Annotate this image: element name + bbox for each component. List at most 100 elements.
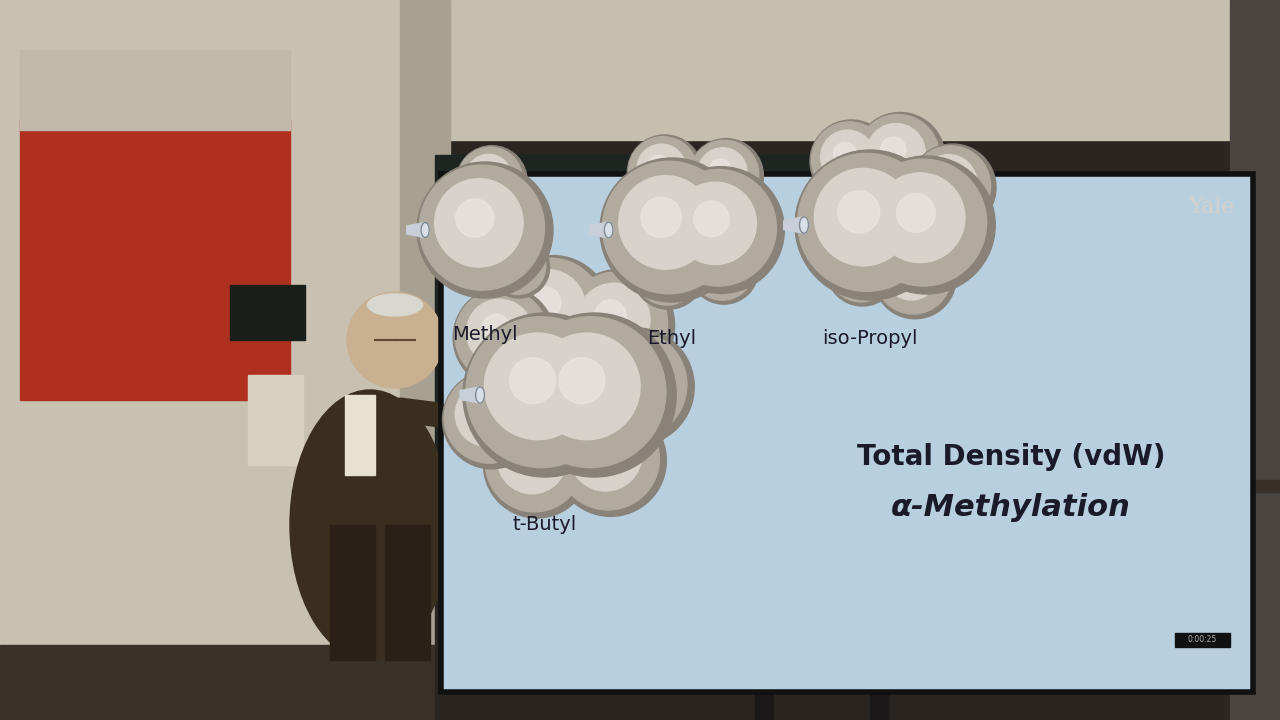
Bar — [330, 525, 375, 660]
Circle shape — [689, 138, 763, 213]
Circle shape — [559, 358, 605, 404]
Circle shape — [641, 246, 689, 293]
Bar — [399, 0, 451, 720]
Text: Methyl: Methyl — [452, 325, 518, 344]
Circle shape — [860, 159, 987, 286]
Bar — [0, 0, 1280, 140]
Circle shape — [471, 397, 498, 425]
Circle shape — [591, 342, 668, 419]
Circle shape — [489, 238, 545, 294]
Circle shape — [627, 135, 703, 210]
Circle shape — [699, 148, 748, 197]
Circle shape — [463, 313, 627, 477]
Circle shape — [420, 165, 544, 290]
Bar — [435, 155, 850, 485]
Text: Ethyl: Ethyl — [648, 328, 696, 348]
Circle shape — [837, 191, 879, 233]
Circle shape — [454, 289, 549, 382]
Circle shape — [810, 120, 892, 202]
Circle shape — [920, 155, 977, 211]
Circle shape — [797, 153, 936, 292]
Bar — [346, 395, 375, 475]
Bar — [0, 0, 430, 720]
Bar — [660, 602, 881, 662]
Circle shape — [881, 137, 906, 162]
Circle shape — [489, 237, 549, 298]
Circle shape — [483, 315, 511, 343]
Circle shape — [485, 414, 584, 512]
Circle shape — [649, 156, 669, 176]
Text: Total Density (vdW): Total Density (vdW) — [856, 444, 1166, 471]
Circle shape — [466, 154, 512, 200]
Circle shape — [529, 287, 561, 319]
Circle shape — [897, 258, 920, 282]
Circle shape — [855, 112, 945, 202]
Ellipse shape — [421, 222, 429, 238]
Circle shape — [634, 239, 700, 305]
Circle shape — [896, 194, 936, 233]
Circle shape — [484, 333, 591, 440]
Text: 0:00:25: 0:00:25 — [1188, 636, 1216, 644]
Circle shape — [856, 114, 940, 197]
Circle shape — [637, 144, 686, 193]
Circle shape — [641, 197, 681, 238]
Circle shape — [563, 269, 675, 381]
Ellipse shape — [800, 217, 809, 233]
Bar — [385, 525, 430, 660]
Text: t-Butyl: t-Butyl — [513, 516, 577, 534]
Circle shape — [595, 300, 626, 331]
Ellipse shape — [604, 222, 613, 238]
Circle shape — [820, 130, 874, 184]
Circle shape — [586, 435, 618, 467]
Circle shape — [466, 317, 617, 467]
Circle shape — [456, 382, 520, 446]
Circle shape — [577, 283, 650, 356]
Bar — [442, 174, 1253, 692]
Bar — [20, 120, 291, 400]
Circle shape — [847, 253, 867, 274]
Bar — [442, 174, 1253, 692]
Polygon shape — [783, 217, 804, 233]
Bar — [0, 645, 1280, 720]
Circle shape — [609, 360, 643, 393]
Circle shape — [495, 256, 611, 370]
Circle shape — [812, 122, 887, 198]
Bar — [20, 50, 291, 130]
Text: iso-Propyl: iso-Propyl — [822, 328, 918, 348]
Polygon shape — [460, 387, 480, 403]
Circle shape — [603, 161, 735, 294]
Circle shape — [564, 272, 668, 374]
Bar — [755, 645, 773, 720]
Circle shape — [694, 201, 730, 237]
Circle shape — [814, 168, 911, 266]
Circle shape — [458, 148, 522, 212]
Circle shape — [554, 405, 667, 516]
Circle shape — [435, 179, 524, 267]
Circle shape — [827, 234, 899, 306]
Circle shape — [874, 236, 956, 319]
Ellipse shape — [291, 390, 451, 660]
Circle shape — [828, 235, 893, 302]
Circle shape — [909, 144, 996, 231]
Circle shape — [498, 258, 603, 364]
Circle shape — [476, 165, 497, 185]
Circle shape — [417, 162, 553, 298]
Circle shape — [509, 358, 556, 404]
Circle shape — [934, 168, 959, 192]
Bar — [1175, 633, 1230, 647]
Circle shape — [498, 425, 567, 494]
Circle shape — [659, 169, 777, 286]
Circle shape — [884, 246, 938, 300]
Ellipse shape — [483, 386, 517, 408]
Circle shape — [867, 124, 925, 182]
Circle shape — [512, 313, 676, 477]
Circle shape — [795, 150, 945, 300]
Circle shape — [833, 143, 856, 166]
Circle shape — [347, 292, 443, 388]
Circle shape — [443, 370, 541, 469]
Bar — [435, 480, 1280, 492]
Circle shape — [534, 333, 640, 440]
Ellipse shape — [367, 294, 422, 316]
Circle shape — [836, 243, 883, 289]
Circle shape — [876, 173, 965, 263]
